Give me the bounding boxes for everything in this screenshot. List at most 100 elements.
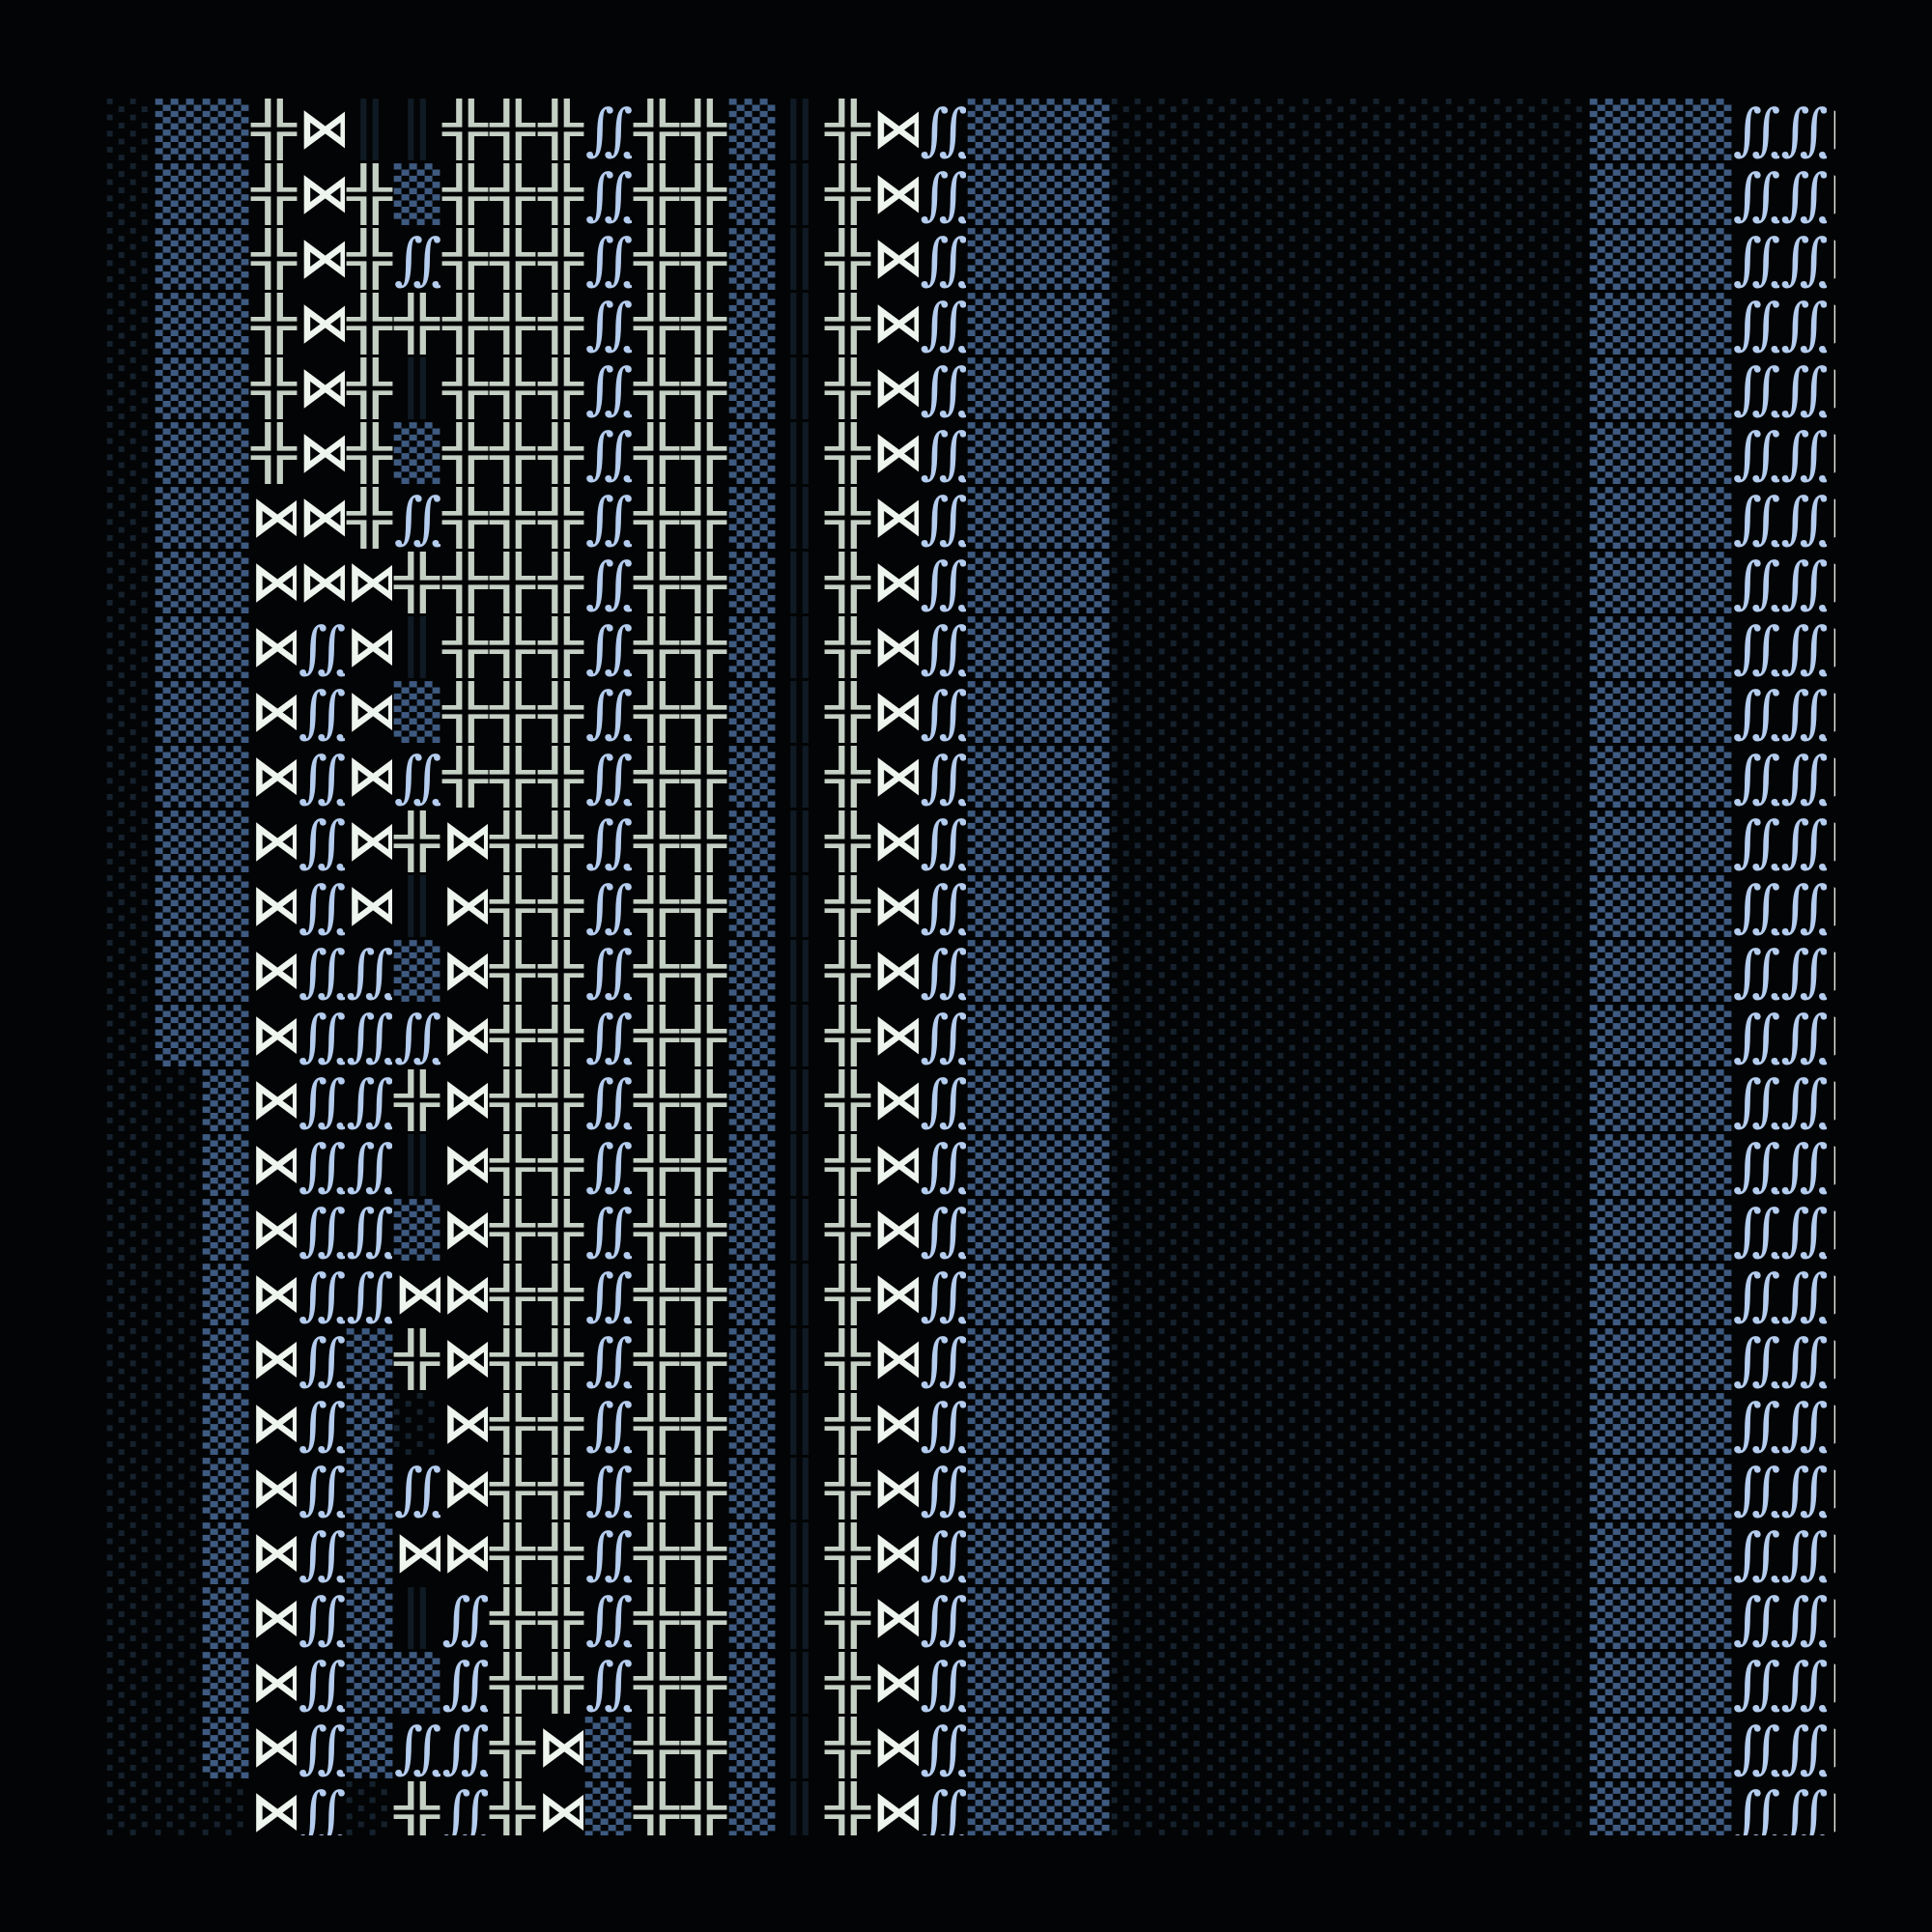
glyph-cell: ║ (776, 1520, 824, 1585)
glyph-cell: ░ (106, 1067, 155, 1132)
glyph-cell: ╬ (489, 550, 537, 614)
dim-dot-shade-glyph: ░ (1493, 162, 1541, 225)
glyph-cell: ░ (1111, 1456, 1159, 1520)
triple-integral-glyph: ∭ (298, 1652, 345, 1714)
glyph-cell: ⋈ (441, 1262, 490, 1326)
blue-dot-shade-glyph: ▒ (1685, 1780, 1732, 1836)
glyph-cell: ░ (1111, 744, 1159, 809)
glyph-cell: ∭ (1732, 1262, 1780, 1326)
glyph-cell: ░ (1445, 744, 1493, 809)
dim-dot-shade-glyph: ░ (1445, 356, 1492, 419)
dim-dot-shade-glyph: ░ (1541, 1327, 1588, 1390)
dim-dot-shade-glyph: ░ (1302, 1392, 1350, 1455)
dim-dot-shade-glyph: ░ (1541, 421, 1588, 484)
dim-dot-shade-glyph: ░ (155, 1586, 202, 1649)
dim-dot-shade-glyph: ░ (1493, 421, 1541, 484)
dark-double-line-glyph: ║ (776, 680, 823, 743)
glyph-cell: ╬ (680, 614, 728, 679)
dim-dot-shade-glyph: ░ (1350, 551, 1397, 613)
glyph-cell: ∭ (1780, 1003, 1829, 1067)
glyph-cell: ╬ (680, 1067, 728, 1132)
glyph-cell: ░ (1541, 679, 1589, 744)
glyph-cell: ⋈ (1828, 355, 1835, 420)
glyph-cell: ░ (106, 809, 155, 873)
glyph-cell: ░ (106, 1132, 155, 1197)
glyph-cell: ╬ (489, 291, 537, 355)
dim-dot-shade-glyph: ░ (1158, 615, 1206, 678)
bowtie-glyph: ⋈ (1829, 1199, 1835, 1261)
dim-dot-shade-glyph: ░ (1158, 1392, 1206, 1455)
glyph-cell: ░ (1445, 1715, 1493, 1779)
glyph-cell: ▒ (1015, 1391, 1064, 1456)
glyph-cell: ▒ (1685, 1520, 1733, 1585)
glyph-cell: ∭ (393, 1715, 441, 1779)
double-cross-glyph: ╬ (633, 1198, 680, 1261)
glyph-cell: ▒ (155, 679, 203, 744)
glyph-cell: ░ (1254, 744, 1302, 809)
glyph-cell: ░ (1254, 938, 1302, 1003)
glyph-cell: ░ (1207, 1326, 1255, 1391)
blue-dot-shade-glyph: ▒ (1589, 98, 1636, 160)
bowtie-glyph: ⋈ (1829, 357, 1835, 419)
dim-dot-shade-glyph: ░ (1302, 1068, 1350, 1131)
glyph-row: ░░▒⋈∭▒╬⋈╬╬∭╬╬▒║╬⋈∭▒▒▒░░░░░░░░░░▒▒▒∭∭⋈ (106, 1326, 1835, 1391)
triple-integral-glyph: ∭ (1780, 552, 1827, 613)
blue-dot-shade-glyph: ▒ (1015, 1780, 1063, 1836)
glyph-cell: ░ (1541, 161, 1589, 226)
glyph-cell: ∭ (1780, 1779, 1829, 1836)
bowtie-glyph: ⋈ (871, 810, 919, 872)
double-cross-glyph: ╬ (537, 1133, 584, 1196)
glyph-cell: ░ (1111, 550, 1159, 614)
glyph-cell: ▒ (1685, 1132, 1733, 1197)
triple-integral-glyph: ∭ (585, 1393, 632, 1455)
glyph-cell: ▒ (728, 679, 777, 744)
glyph-cell: ⋈ (250, 1326, 298, 1391)
dim-dot-shade-glyph: ░ (1111, 1133, 1158, 1196)
dim-dot-shade-glyph: ░ (1111, 1586, 1158, 1649)
glyph-cell: ░ (1350, 355, 1398, 420)
glyph-cell: ∭ (920, 679, 968, 744)
bowtie-glyph: ⋈ (1829, 1652, 1835, 1714)
glyph-cell: ░ (1445, 1650, 1493, 1715)
glyph-cell: ▒ (202, 1262, 250, 1326)
glyph-cell: ╬ (824, 1715, 872, 1779)
dim-dot-shade-glyph: ░ (1111, 1780, 1158, 1836)
glyph-cell: ▒ (1685, 809, 1733, 873)
dark-double-line-glyph: ║ (776, 1716, 823, 1778)
glyph-cell: ⋈ (871, 809, 920, 873)
glyph-row: ░░▒⋈∭∭║⋈╬╬∭╬╬▒║╬⋈∭▒▒▒░░░░░░░░░░▒▒▒∭∭⋈ (106, 1132, 1835, 1197)
glyph-cell: ∭ (1732, 1585, 1780, 1650)
dim-dot-shade-glyph: ░ (1158, 1327, 1206, 1390)
blue-dot-shade-glyph: ▒ (1015, 1521, 1063, 1584)
triple-integral-glyph: ∭ (394, 1717, 440, 1778)
glyph-cell: ╬ (489, 485, 537, 550)
glyph-cell: ╬ (680, 550, 728, 614)
blue-dot-shade-glyph: ▒ (1685, 810, 1732, 872)
double-cross-glyph: ╬ (393, 1780, 440, 1836)
dim-dot-shade-glyph: ░ (1493, 292, 1541, 355)
triple-integral-glyph: ∭ (1733, 940, 1779, 1002)
blue-dot-shade-glyph: ▒ (1015, 98, 1063, 160)
dim-dot-shade-glyph: ░ (1541, 1198, 1588, 1261)
blue-dot-shade-glyph: ▒ (1589, 486, 1636, 549)
dim-dot-shade-glyph: ░ (1350, 421, 1397, 484)
triple-integral-glyph: ∭ (1780, 1134, 1827, 1196)
dark-double-line-glyph: ║ (776, 1327, 823, 1390)
glyph-cell: ⋈ (871, 226, 920, 291)
glyph-cell: ░ (1398, 1520, 1446, 1585)
dim-dot-shade-glyph: ░ (155, 1392, 202, 1455)
dim-dot-shade-glyph: ░ (1398, 292, 1445, 355)
glyph-cell: ░ (1207, 355, 1255, 420)
glyph-cell: ║ (776, 550, 824, 614)
blue-dot-shade-glyph: ▒ (1685, 1198, 1732, 1261)
glyph-cell: ║ (776, 873, 824, 938)
dim-dot-shade-glyph: ░ (1445, 615, 1492, 678)
dim-dot-shade-glyph: ░ (106, 1392, 154, 1455)
glyph-cell: ╬ (680, 420, 728, 485)
dim-dot-shade-glyph: ░ (1398, 1457, 1445, 1520)
dim-dot-shade-glyph: ░ (1398, 1392, 1445, 1455)
blue-dot-shade-glyph: ▒ (1685, 227, 1732, 290)
glyph-cell: ╬ (489, 1391, 537, 1456)
glyph-cell: ░ (1158, 938, 1207, 1003)
triple-integral-glyph: ∭ (585, 810, 632, 872)
